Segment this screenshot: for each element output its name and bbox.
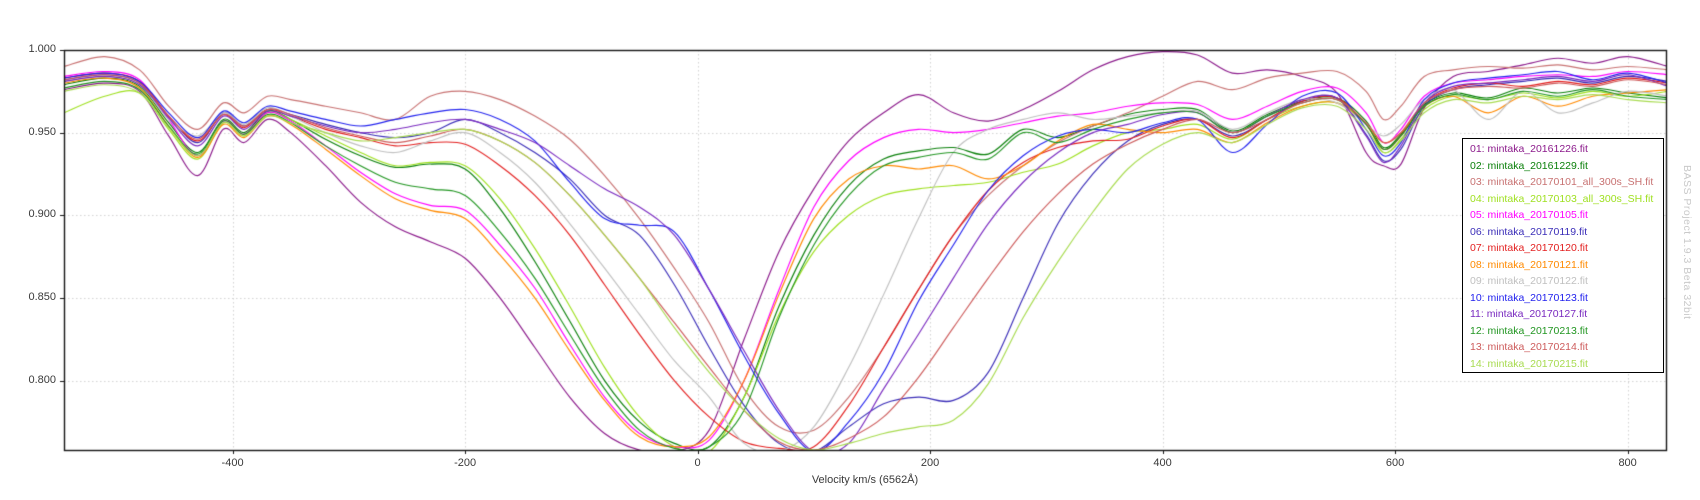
y-tick-label: 0.900 <box>28 208 56 221</box>
watermark-text: BASS Project 1.9.3 Beta 32bit <box>1681 165 1693 320</box>
legend-item: 11: mintaka_20170127.fit <box>1470 308 1588 320</box>
legend-item: 02: mintaka_20161229.fit <box>1470 159 1588 172</box>
y-tick-label: 0.800 <box>28 373 56 386</box>
x-tick-label: 0 <box>694 457 701 469</box>
legend-item: 06: mintaka_20170119.fit <box>1470 225 1588 238</box>
y-tick-label: 1.000 <box>28 43 56 55</box>
legend-item: 05: mintaka_20170105.fit <box>1470 209 1588 221</box>
legend-item: 09: mintaka_20170122.fit <box>1470 275 1588 287</box>
legend-item: 04: mintaka_20170103_all_300s_SH.fit <box>1470 192 1654 205</box>
legend-item: 13: mintaka_20170214.fit <box>1470 341 1588 353</box>
x-axis-title: Velocity km/s (6562Å) <box>811 474 919 486</box>
x-tick-label: -200 <box>454 457 477 469</box>
y-tick-label: 0.850 <box>28 290 56 303</box>
legend-item: 07: mintaka_20170120.fit <box>1470 242 1588 254</box>
x-tick-label: -400 <box>221 457 244 469</box>
x-tick-label: 400 <box>1153 457 1172 469</box>
legend-item: 12: mintaka_20170213.fit <box>1470 324 1588 337</box>
legend-item: 14: mintaka_20170215.fit <box>1470 357 1588 370</box>
x-tick-label: 600 <box>1385 457 1405 469</box>
legend-panel: 01: mintaka_20161226.fit 02: mintaka_2016… <box>1462 138 1664 373</box>
y-tick-label: 0.950 <box>28 125 56 138</box>
x-tick-label: 200 <box>920 457 940 469</box>
x-tick-label: 800 <box>1618 457 1637 469</box>
legend-item: 08: mintaka_20170121.fit <box>1470 258 1588 271</box>
legend-item: 10: mintaka_20170123.fit <box>1470 291 1588 304</box>
legend-item: 01: mintaka_20161226.fit <box>1470 143 1588 155</box>
legend-item: 03: mintaka_20170101_all_300s_SH.fit <box>1470 176 1654 188</box>
